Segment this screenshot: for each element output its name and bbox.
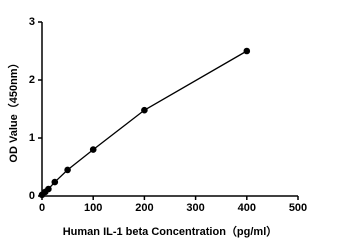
x-axis-label: Human IL-1 beta Concentration（pg/ml）: [63, 225, 278, 238]
y-tick-label: 0: [29, 190, 35, 202]
data-point: [243, 47, 251, 55]
x-tick-label: 0: [39, 202, 45, 214]
y-axis-label: OD Value（450nm）: [7, 57, 20, 162]
x-tick-label: 300: [186, 202, 204, 214]
y-tick-label: 2: [29, 74, 35, 86]
data-point: [64, 166, 71, 174]
x-tick-label: 500: [289, 202, 307, 214]
y-tick-label: 1: [29, 132, 35, 144]
x-tick-label: 200: [135, 202, 153, 214]
x-tick-label: 100: [84, 202, 102, 214]
fit-line: [41, 50, 248, 196]
y-tick-label: 3: [29, 16, 35, 28]
data-point: [45, 185, 52, 193]
x-tick-label: 400: [238, 202, 256, 214]
data-point: [51, 178, 59, 186]
data-point: [89, 146, 97, 153]
data-point: [141, 106, 148, 114]
